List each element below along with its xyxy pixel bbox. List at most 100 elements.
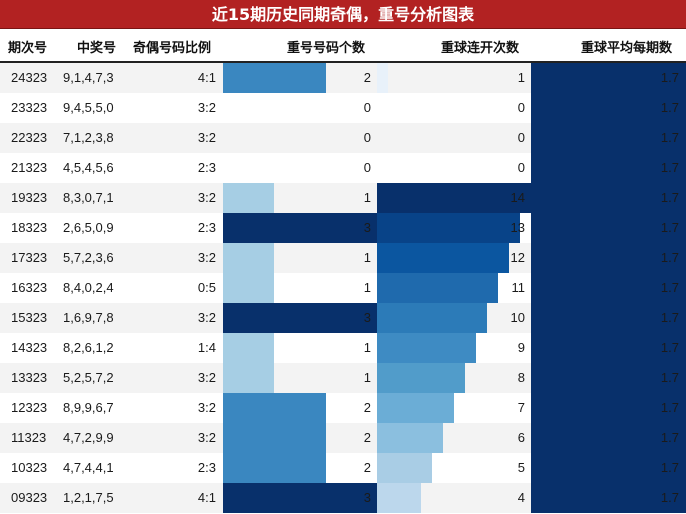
winning-numbers-cell: 5,7,2,3,6 bbox=[63, 250, 114, 265]
consecutive-value: 14 bbox=[510, 190, 525, 205]
consecutive-value: 7 bbox=[517, 400, 525, 415]
repeat-count-bar bbox=[223, 483, 377, 513]
avg-per-period-bar bbox=[531, 243, 686, 273]
table-row: 11323 4,7,2,9,9 3:2 2 6 1.7 bbox=[0, 423, 686, 453]
winning-numbers-cell: 1,6,9,7,8 bbox=[63, 310, 114, 325]
avg-per-period-value: 1.7 bbox=[660, 220, 679, 235]
repeat-count-value: 2 bbox=[363, 460, 371, 475]
winning-numbers-cell: 8,4,0,2,4 bbox=[63, 280, 114, 295]
odd-even-ratio-cell: 2:3 bbox=[197, 160, 216, 175]
chart-title: 近15期历史同期奇偶，重号分析图表 bbox=[0, 0, 686, 29]
consecutive-value: 13 bbox=[510, 220, 525, 235]
odd-even-ratio-cell: 0:5 bbox=[197, 280, 216, 295]
table-row: 18323 2,6,5,0,9 2:3 3 13 1.7 bbox=[0, 213, 686, 243]
header-numbers: 中奖号 bbox=[77, 41, 117, 56]
period-cell: 11323 bbox=[11, 430, 47, 445]
consecutive-value: 9 bbox=[517, 340, 525, 355]
repeat-count-value: 1 bbox=[363, 190, 371, 205]
winning-numbers-cell: 2,6,5,0,9 bbox=[63, 220, 114, 235]
table-row: 16323 8,4,0,2,4 0:5 1 11 1.7 bbox=[0, 273, 686, 303]
avg-per-period-bar bbox=[531, 63, 686, 93]
table-row: 19323 8,3,0,7,1 3:2 1 14 1.7 bbox=[0, 183, 686, 213]
consecutive-bar bbox=[377, 333, 476, 363]
odd-even-ratio-cell: 3:2 bbox=[197, 250, 216, 265]
table-row: 21323 4,5,4,5,6 2:3 0 0 1.7 bbox=[0, 153, 686, 183]
consecutive-bar bbox=[377, 393, 454, 423]
period-cell: 16323 bbox=[11, 280, 48, 295]
avg-per-period-value: 1.7 bbox=[660, 400, 679, 415]
header-consecutive: 重球连开次数 bbox=[441, 41, 520, 56]
consecutive-value: 6 bbox=[517, 430, 525, 445]
consecutive-bar bbox=[377, 243, 509, 273]
period-cell: 14323 bbox=[11, 340, 48, 355]
table-row: 10323 4,7,4,4,1 2:3 2 5 1.7 bbox=[0, 453, 686, 483]
table-header: 期次号 中奖号 奇偶号码比例 重号号码个数 重球连开次数 重球平均每期数 bbox=[0, 29, 686, 63]
table-row: 22323 7,1,2,3,8 3:2 0 0 1.7 bbox=[0, 123, 686, 153]
period-cell: 13323 bbox=[11, 370, 48, 385]
avg-per-period-bar bbox=[531, 453, 686, 483]
table-row: 17323 5,7,2,3,6 3:2 1 12 1.7 bbox=[0, 243, 686, 273]
avg-per-period-value: 1.7 bbox=[660, 70, 679, 85]
repeat-count-bar bbox=[223, 363, 274, 393]
table-row: 24323 9,1,4,7,3 4:1 2 1 1.7 bbox=[0, 63, 686, 93]
consecutive-bar bbox=[377, 63, 388, 93]
winning-numbers-cell: 4,7,2,9,9 bbox=[63, 430, 114, 445]
odd-even-ratio-cell: 3:2 bbox=[197, 370, 216, 385]
avg-per-period-bar bbox=[531, 273, 686, 303]
consecutive-bar bbox=[377, 213, 520, 243]
avg-per-period-value: 1.7 bbox=[660, 280, 679, 295]
avg-per-period-bar bbox=[531, 393, 686, 423]
repeat-count-value: 0 bbox=[363, 160, 371, 175]
odd-even-ratio-cell: 3:2 bbox=[197, 100, 216, 115]
odd-even-ratio-cell: 3:2 bbox=[197, 190, 216, 205]
consecutive-value: 10 bbox=[510, 310, 525, 325]
avg-per-period-value: 1.7 bbox=[660, 130, 679, 145]
avg-per-period-value: 1.7 bbox=[660, 250, 679, 265]
avg-per-period-bar bbox=[531, 213, 686, 243]
avg-per-period-value: 1.7 bbox=[660, 490, 679, 505]
repeat-count-bar bbox=[223, 303, 377, 333]
repeat-count-value: 3 bbox=[363, 310, 371, 325]
repeat-count-value: 1 bbox=[363, 370, 371, 385]
header-repeat-count: 重号号码个数 bbox=[287, 41, 366, 56]
avg-per-period-bar bbox=[531, 423, 686, 453]
winning-numbers-cell: 5,2,5,7,2 bbox=[63, 370, 114, 385]
consecutive-bar bbox=[377, 363, 465, 393]
consecutive-bar bbox=[377, 453, 432, 483]
consecutive-value: 0 bbox=[517, 100, 525, 115]
winning-numbers-cell: 8,3,0,7,1 bbox=[63, 190, 114, 205]
consecutive-value: 0 bbox=[517, 160, 525, 175]
avg-per-period-value: 1.7 bbox=[660, 370, 679, 385]
winning-numbers-cell: 1,2,1,7,5 bbox=[63, 490, 114, 505]
odd-even-ratio-cell: 1:4 bbox=[197, 340, 216, 355]
consecutive-bar bbox=[377, 483, 421, 513]
repeat-count-bar bbox=[223, 243, 274, 273]
consecutive-value: 4 bbox=[517, 490, 525, 505]
avg-per-period-value: 1.7 bbox=[660, 340, 679, 355]
header-period: 期次号 bbox=[8, 41, 48, 56]
avg-per-period-bar bbox=[531, 333, 686, 363]
odd-even-ratio-cell: 3:2 bbox=[197, 430, 216, 445]
repeat-count-value: 1 bbox=[363, 280, 371, 295]
odd-even-ratio-cell: 2:3 bbox=[197, 460, 216, 475]
period-cell: 24323 bbox=[11, 70, 48, 85]
consecutive-value: 12 bbox=[510, 250, 525, 265]
avg-per-period-bar bbox=[531, 183, 686, 213]
repeat-count-value: 1 bbox=[363, 340, 371, 355]
odd-even-ratio-cell: 4:1 bbox=[197, 70, 216, 85]
table-row: 15323 1,6,9,7,8 3:2 3 10 1.7 bbox=[0, 303, 686, 333]
period-cell: 12323 bbox=[11, 400, 48, 415]
period-cell: 15323 bbox=[11, 310, 48, 325]
consecutive-value: 5 bbox=[517, 460, 525, 475]
avg-per-period-bar bbox=[531, 483, 686, 513]
period-cell: 09323 bbox=[11, 490, 48, 505]
period-cell: 10323 bbox=[11, 460, 48, 475]
period-cell: 23323 bbox=[11, 100, 48, 115]
avg-per-period-bar bbox=[531, 153, 686, 183]
avg-per-period-value: 1.7 bbox=[660, 100, 679, 115]
avg-per-period-value: 1.7 bbox=[660, 460, 679, 475]
avg-per-period-bar bbox=[531, 303, 686, 333]
winning-numbers-cell: 4,7,4,4,1 bbox=[63, 460, 114, 475]
consecutive-value: 1 bbox=[517, 70, 525, 85]
repeat-count-bar bbox=[223, 453, 326, 483]
